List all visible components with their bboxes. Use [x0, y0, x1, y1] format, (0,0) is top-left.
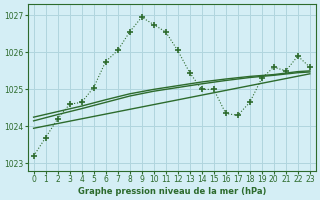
X-axis label: Graphe pression niveau de la mer (hPa): Graphe pression niveau de la mer (hPa) — [77, 187, 266, 196]
